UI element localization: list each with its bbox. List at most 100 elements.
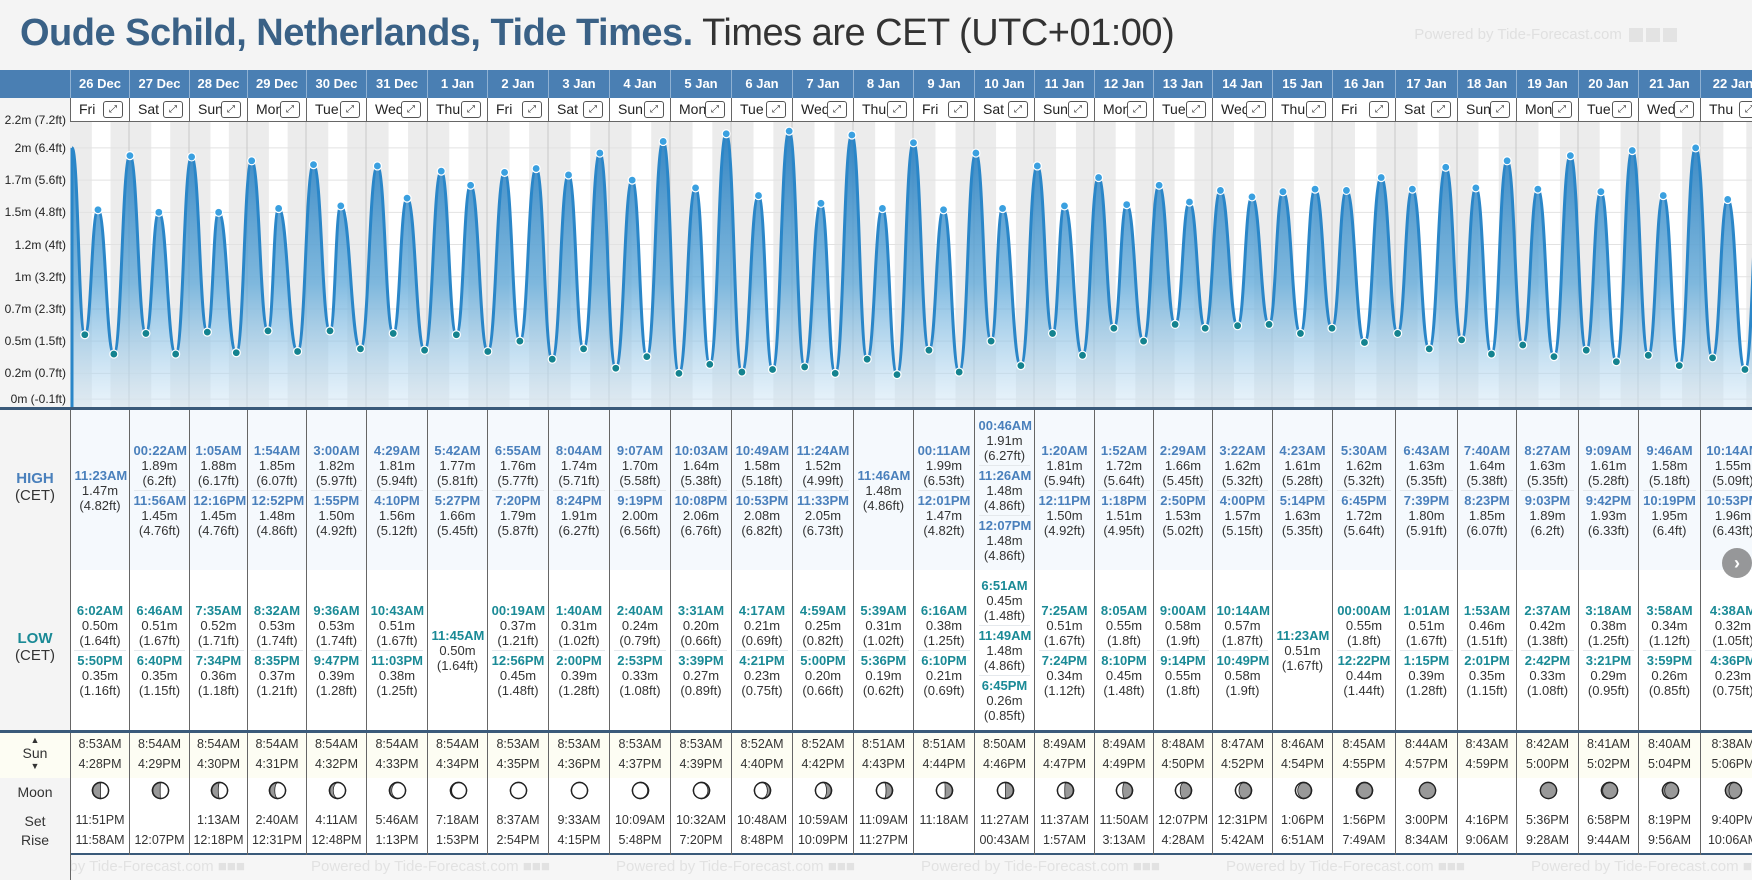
high-tide-point[interactable] bbox=[1247, 192, 1257, 202]
high-tide-point[interactable] bbox=[1627, 145, 1637, 156]
high-tide-point[interactable] bbox=[784, 126, 794, 136]
low-tide-point[interactable] bbox=[642, 352, 652, 362]
low-tide-point[interactable] bbox=[1016, 361, 1026, 371]
expand-day-icon[interactable]: ⤢ bbox=[1674, 101, 1694, 118]
high-tide-point[interactable] bbox=[690, 183, 701, 193]
high-tide-point[interactable] bbox=[1441, 162, 1451, 172]
expand-day-icon[interactable]: ⤢ bbox=[827, 101, 847, 118]
high-tide-point[interactable] bbox=[908, 138, 919, 148]
high-tide-point[interactable] bbox=[1278, 187, 1288, 197]
high-tide-point[interactable] bbox=[187, 152, 197, 162]
high-tide-point[interactable] bbox=[1502, 156, 1512, 166]
high-tide-point[interactable] bbox=[308, 160, 319, 170]
high-tide-point[interactable] bbox=[563, 170, 574, 180]
low-tide-point[interactable] bbox=[109, 349, 119, 359]
high-tide-point[interactable] bbox=[336, 201, 346, 211]
expand-day-icon[interactable]: ⤢ bbox=[705, 101, 725, 118]
expand-day-icon[interactable]: ⤢ bbox=[522, 101, 542, 118]
high-tide-point[interactable] bbox=[1691, 143, 1701, 153]
low-tide-point[interactable] bbox=[892, 370, 902, 380]
expand-day-icon[interactable]: ⤢ bbox=[1431, 101, 1451, 118]
low-tide-point[interactable] bbox=[924, 345, 934, 355]
high-tide-point[interactable] bbox=[247, 156, 257, 166]
expand-day-icon[interactable]: ⤢ bbox=[1127, 101, 1147, 118]
tide-chart[interactable] bbox=[70, 122, 1752, 407]
high-tide-point[interactable] bbox=[466, 180, 476, 190]
high-tide-point[interactable] bbox=[499, 167, 510, 177]
expand-day-icon[interactable]: ⤢ bbox=[1068, 101, 1088, 118]
low-tide-point[interactable] bbox=[954, 367, 964, 377]
low-tide-point[interactable] bbox=[419, 345, 430, 355]
next-page-button[interactable]: › bbox=[1722, 548, 1752, 578]
expand-day-icon[interactable]: ⤢ bbox=[1008, 101, 1028, 118]
high-tide-point[interactable] bbox=[1122, 199, 1132, 210]
expand-day-icon[interactable]: ⤢ bbox=[401, 101, 421, 118]
high-tide-point[interactable] bbox=[1341, 185, 1352, 196]
low-tide-point[interactable] bbox=[1200, 323, 1210, 333]
high-tide-point[interactable] bbox=[1533, 184, 1543, 194]
expand-day-icon[interactable]: ⤢ bbox=[948, 101, 968, 118]
high-tide-point[interactable] bbox=[1059, 201, 1070, 211]
expand-day-icon[interactable]: ⤢ bbox=[1552, 101, 1572, 118]
high-tide-point[interactable] bbox=[1471, 183, 1481, 193]
expand-day-icon[interactable]: ⤢ bbox=[461, 101, 481, 118]
high-tide-point[interactable] bbox=[531, 163, 541, 174]
low-tide-point[interactable] bbox=[483, 346, 493, 357]
high-tide-point[interactable] bbox=[753, 190, 764, 201]
low-tide-point[interactable] bbox=[1047, 328, 1058, 339]
low-tide-point[interactable] bbox=[263, 326, 273, 336]
high-tide-point[interactable] bbox=[436, 166, 446, 176]
low-tide-point[interactable] bbox=[1232, 321, 1243, 331]
high-tide-point[interactable] bbox=[847, 130, 857, 140]
high-tide-point[interactable] bbox=[154, 207, 164, 217]
high-tide-point[interactable] bbox=[658, 136, 668, 147]
low-tide-point[interactable] bbox=[674, 368, 684, 378]
low-tide-point[interactable] bbox=[1077, 350, 1088, 360]
low-tide-point[interactable] bbox=[1549, 352, 1559, 362]
high-tide-point[interactable] bbox=[997, 203, 1008, 214]
low-tide-point[interactable] bbox=[80, 330, 90, 340]
high-tide-point[interactable] bbox=[1093, 172, 1104, 183]
low-tide-point[interactable] bbox=[515, 336, 525, 346]
high-tide-point[interactable] bbox=[1407, 184, 1417, 194]
expand-day-icon[interactable]: ⤢ bbox=[644, 101, 664, 118]
expand-day-icon[interactable]: ⤢ bbox=[103, 101, 123, 118]
low-tide-point[interactable] bbox=[293, 346, 303, 357]
low-tide-point[interactable] bbox=[1457, 335, 1467, 345]
high-tide-point[interactable] bbox=[595, 148, 605, 158]
high-tide-point[interactable] bbox=[93, 205, 103, 215]
expand-day-icon[interactable]: ⤢ bbox=[280, 101, 300, 118]
expand-day-icon[interactable]: ⤢ bbox=[766, 101, 786, 118]
low-tide-point[interactable] bbox=[862, 354, 872, 364]
low-tide-point[interactable] bbox=[611, 363, 621, 373]
high-tide-point[interactable] bbox=[1723, 194, 1733, 205]
low-tide-point[interactable] bbox=[1581, 345, 1591, 355]
high-tide-point[interactable] bbox=[402, 193, 412, 203]
expand-day-icon[interactable]: ⤢ bbox=[1246, 101, 1266, 118]
low-tide-point[interactable] bbox=[1109, 323, 1119, 333]
high-tide-point[interactable] bbox=[877, 203, 888, 214]
low-tide-point[interactable] bbox=[171, 349, 181, 359]
low-tide-point[interactable] bbox=[578, 344, 589, 354]
high-tide-point[interactable] bbox=[1565, 151, 1575, 161]
low-tide-point[interactable] bbox=[231, 348, 241, 358]
low-tide-point[interactable] bbox=[325, 326, 335, 336]
low-tide-point[interactable] bbox=[737, 367, 747, 377]
low-tide-point[interactable] bbox=[1643, 350, 1653, 360]
high-tide-point[interactable] bbox=[938, 205, 949, 215]
low-tide-point[interactable] bbox=[547, 354, 557, 364]
low-tide-point[interactable] bbox=[767, 364, 778, 375]
high-tide-point[interactable] bbox=[214, 207, 224, 217]
low-tide-point[interactable] bbox=[141, 328, 151, 339]
high-tide-point[interactable] bbox=[721, 129, 731, 139]
low-tide-point[interactable] bbox=[202, 327, 212, 337]
low-tide-point[interactable] bbox=[830, 368, 840, 378]
expand-day-icon[interactable]: ⤢ bbox=[1306, 101, 1326, 118]
low-tide-point[interactable] bbox=[388, 328, 398, 339]
high-tide-point[interactable] bbox=[1032, 161, 1042, 171]
low-tide-point[interactable] bbox=[1393, 328, 1403, 339]
high-tide-point[interactable] bbox=[1154, 180, 1164, 190]
low-tide-point[interactable] bbox=[355, 344, 366, 354]
expand-day-icon[interactable]: ⤢ bbox=[1612, 101, 1632, 118]
high-tide-point[interactable] bbox=[971, 148, 981, 158]
